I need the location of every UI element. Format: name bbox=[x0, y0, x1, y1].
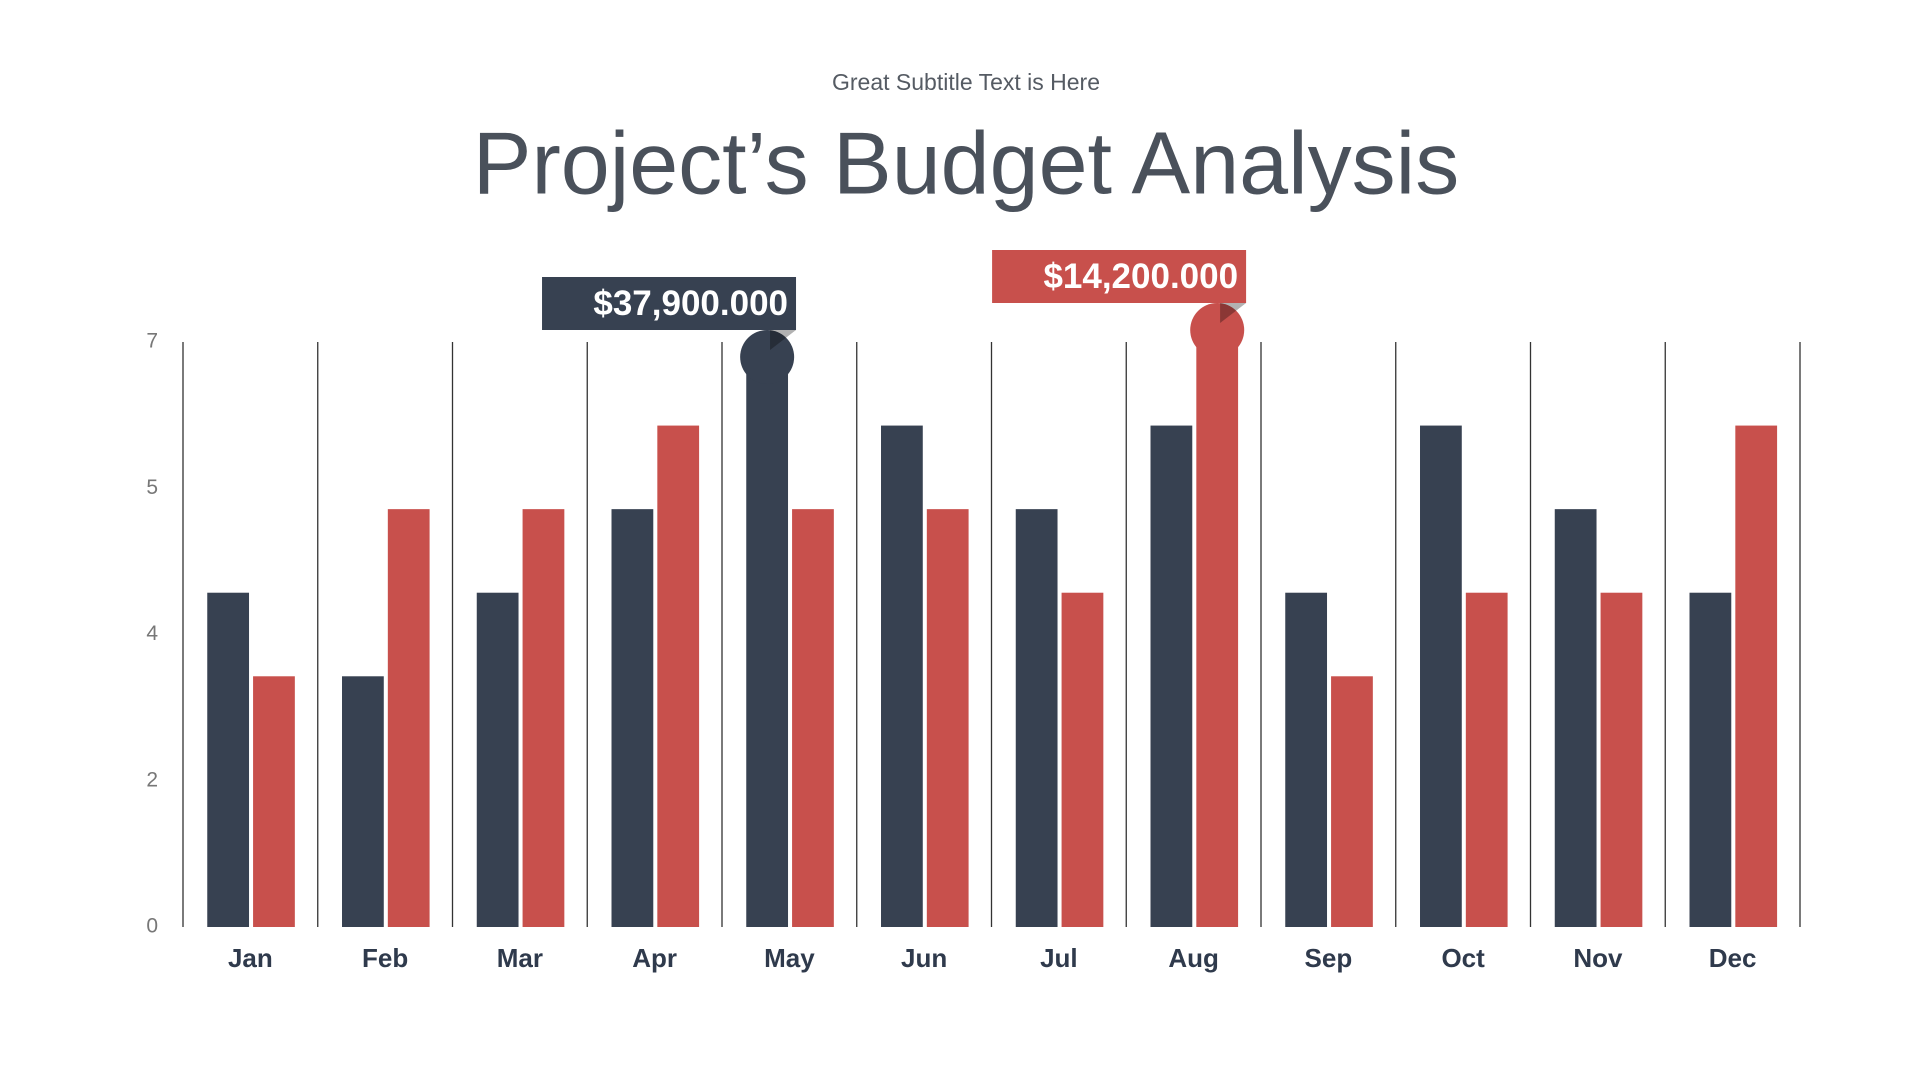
annotation-text: $14,200.000 bbox=[1043, 257, 1238, 296]
bar bbox=[611, 509, 654, 927]
annotation-pointer bbox=[1220, 303, 1247, 323]
bar bbox=[926, 509, 969, 927]
x-tick-label: Mar bbox=[497, 943, 543, 973]
bar bbox=[1420, 425, 1462, 927]
bar bbox=[522, 509, 565, 927]
y-tick-label: 2 bbox=[146, 768, 158, 791]
x-tick-label: Jul bbox=[1040, 943, 1078, 973]
bar bbox=[1285, 592, 1328, 927]
bar bbox=[881, 425, 923, 927]
bar bbox=[1331, 676, 1373, 927]
x-tick-label: May bbox=[764, 943, 815, 973]
marker bbox=[740, 330, 795, 384]
bar bbox=[476, 592, 519, 927]
bar bbox=[1735, 425, 1778, 927]
x-tick-label: Aug bbox=[1168, 943, 1219, 973]
bar bbox=[1196, 342, 1239, 927]
bar bbox=[342, 676, 384, 927]
bar bbox=[1061, 592, 1104, 927]
y-tick-label: 7 bbox=[146, 330, 158, 353]
bar bbox=[1689, 592, 1732, 927]
annotation-box bbox=[992, 250, 1247, 303]
chart-title: Project’s Budget Analysis bbox=[473, 113, 1459, 212]
bar bbox=[1015, 509, 1058, 927]
bar bbox=[1150, 425, 1193, 927]
x-tick-label: Feb bbox=[362, 943, 408, 973]
x-tick-label: Jun bbox=[901, 943, 947, 973]
x-tick-label: Nov bbox=[1573, 943, 1623, 973]
y-tick-label: 0 bbox=[146, 915, 158, 938]
bar bbox=[792, 509, 834, 927]
annotation-pointer bbox=[770, 330, 797, 350]
annotation-text: $37,900.000 bbox=[593, 284, 788, 323]
x-tick-label: Jan bbox=[228, 943, 273, 973]
x-tick-label: Sep bbox=[1305, 943, 1353, 973]
x-tick-label: Dec bbox=[1709, 943, 1757, 973]
bar bbox=[1600, 592, 1643, 927]
bar bbox=[387, 509, 430, 927]
bar bbox=[746, 342, 789, 927]
bar bbox=[1465, 592, 1508, 927]
y-tick-label: 5 bbox=[146, 476, 158, 499]
marker bbox=[1190, 303, 1245, 357]
x-tick-label: Oct bbox=[1441, 943, 1485, 973]
chart-subtitle: Great Subtitle Text is Here bbox=[832, 69, 1100, 95]
bar bbox=[657, 425, 700, 927]
y-tick-label: 4 bbox=[146, 622, 158, 645]
bar bbox=[1554, 509, 1597, 927]
bar bbox=[253, 676, 295, 927]
x-tick-label: Apr bbox=[632, 943, 677, 973]
annotation-box bbox=[542, 277, 797, 330]
bar bbox=[207, 592, 250, 927]
